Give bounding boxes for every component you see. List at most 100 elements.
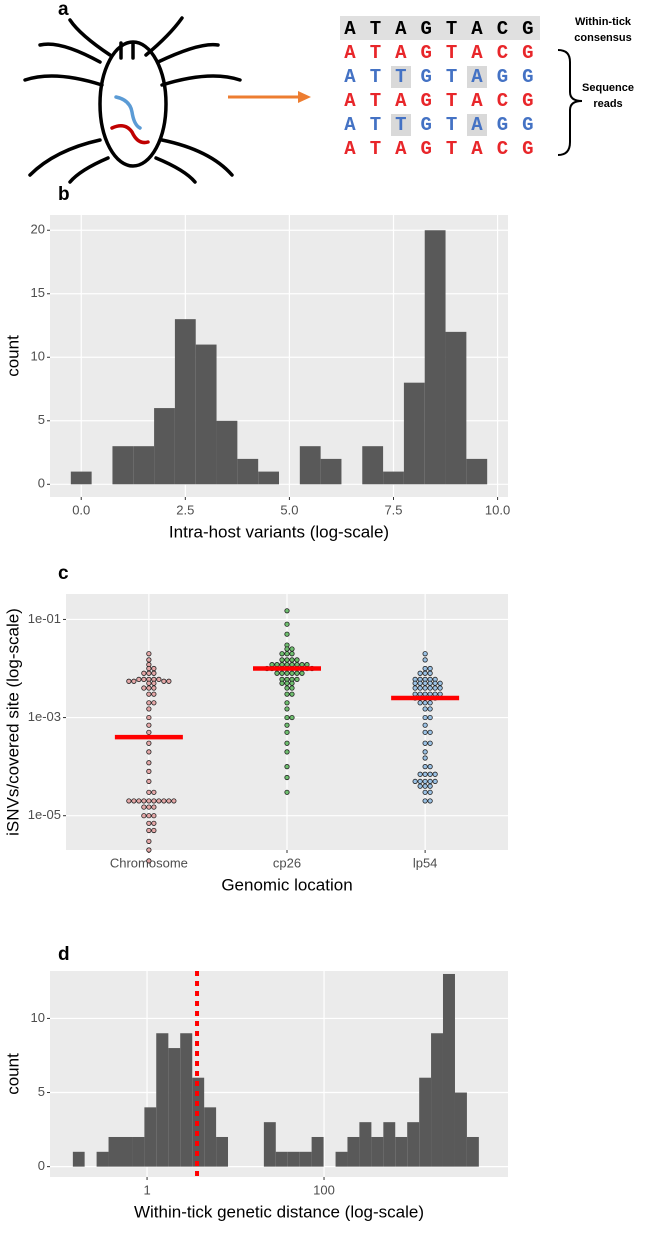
dot [437, 691, 443, 697]
dot [417, 700, 423, 706]
y-tick-label: 0 [38, 1158, 45, 1173]
dot [146, 749, 152, 755]
x-tick-label: 10.0 [485, 502, 510, 517]
bar [371, 1136, 384, 1167]
bar [237, 458, 259, 485]
x-tick-label: 100 [313, 1182, 335, 1197]
x-tick-label: 2.5 [176, 502, 194, 517]
dot [166, 798, 172, 804]
dot [151, 813, 157, 819]
dot [284, 646, 290, 652]
dot [146, 847, 152, 853]
dot [284, 670, 290, 676]
bar [216, 420, 238, 485]
dot [146, 729, 152, 735]
dot [146, 740, 152, 746]
dot [417, 783, 423, 789]
dot [146, 838, 152, 844]
dot [141, 670, 147, 676]
bar [407, 1122, 420, 1167]
sequence-letter: G [522, 138, 533, 160]
dot [289, 657, 295, 663]
dot [427, 798, 433, 804]
y-tick-label: 10 [31, 1010, 45, 1025]
bar [424, 230, 446, 485]
y-tick-label: 5 [38, 1084, 45, 1099]
sequence-letter: G [497, 66, 508, 88]
sequence-letter: T [370, 90, 381, 112]
dot [422, 764, 428, 770]
dot [131, 678, 137, 684]
dot [151, 798, 157, 804]
dot [427, 789, 433, 795]
dot [289, 685, 295, 691]
bar [275, 1151, 288, 1167]
dot [417, 680, 423, 686]
reads-label: Sequence [582, 82, 634, 94]
sequence-letter: C [497, 42, 508, 64]
dot [161, 798, 167, 804]
dot [427, 764, 433, 770]
sequence-letter: C [497, 90, 508, 112]
dot [432, 771, 438, 777]
sequence-letter: A [471, 18, 483, 40]
x-axis-title: Intra-host variants (log-scale) [169, 522, 389, 541]
bar [258, 471, 279, 485]
dot [432, 680, 438, 686]
dot [146, 685, 152, 691]
dot [427, 670, 433, 676]
dot [417, 685, 423, 691]
bar [204, 1107, 217, 1167]
bar [154, 408, 175, 485]
bar [445, 331, 467, 485]
dot [427, 680, 433, 686]
bar [347, 1136, 360, 1167]
sequence-letter: A [344, 66, 356, 88]
dot [146, 813, 152, 819]
dot [146, 804, 152, 810]
bar [431, 1033, 443, 1167]
sequence-letter: G [522, 66, 533, 88]
dot [412, 778, 418, 785]
sequence-letter: G [522, 42, 533, 64]
y-axis-title: count [3, 1053, 22, 1095]
sequence-letter: C [497, 138, 508, 160]
highlight [467, 114, 487, 136]
bar [335, 1151, 348, 1167]
dot [422, 778, 428, 785]
bar [362, 446, 384, 485]
dot [151, 691, 157, 697]
dot [417, 778, 423, 785]
highlight [467, 66, 487, 88]
bar [195, 344, 217, 485]
bar [299, 1151, 312, 1167]
dot [146, 820, 152, 826]
sequence-letter: T [370, 18, 381, 40]
y-tick-label: 1e-03 [28, 709, 61, 724]
dot [274, 670, 280, 676]
x-tick-label: 1 [143, 1182, 150, 1197]
bar [454, 1092, 467, 1167]
dot [422, 749, 428, 755]
dot [422, 657, 428, 663]
dot [151, 827, 157, 834]
bar [216, 1136, 229, 1167]
dot [432, 778, 438, 785]
sequence-letter: C [497, 18, 508, 40]
dot [284, 680, 290, 686]
bar [320, 458, 342, 485]
y-axis-title: count [3, 335, 22, 377]
sequence-letter: A [344, 114, 356, 136]
dot [156, 798, 162, 804]
dot [284, 685, 290, 691]
dot [422, 755, 428, 761]
x-tick-label: 0.0 [72, 502, 90, 517]
sequence-letter: A [344, 138, 356, 160]
tick-illustration [23, 16, 242, 184]
dot [136, 676, 142, 682]
dot [146, 858, 152, 864]
dot [279, 657, 285, 663]
dot [141, 798, 147, 804]
dot [427, 700, 433, 706]
dot [146, 700, 152, 706]
